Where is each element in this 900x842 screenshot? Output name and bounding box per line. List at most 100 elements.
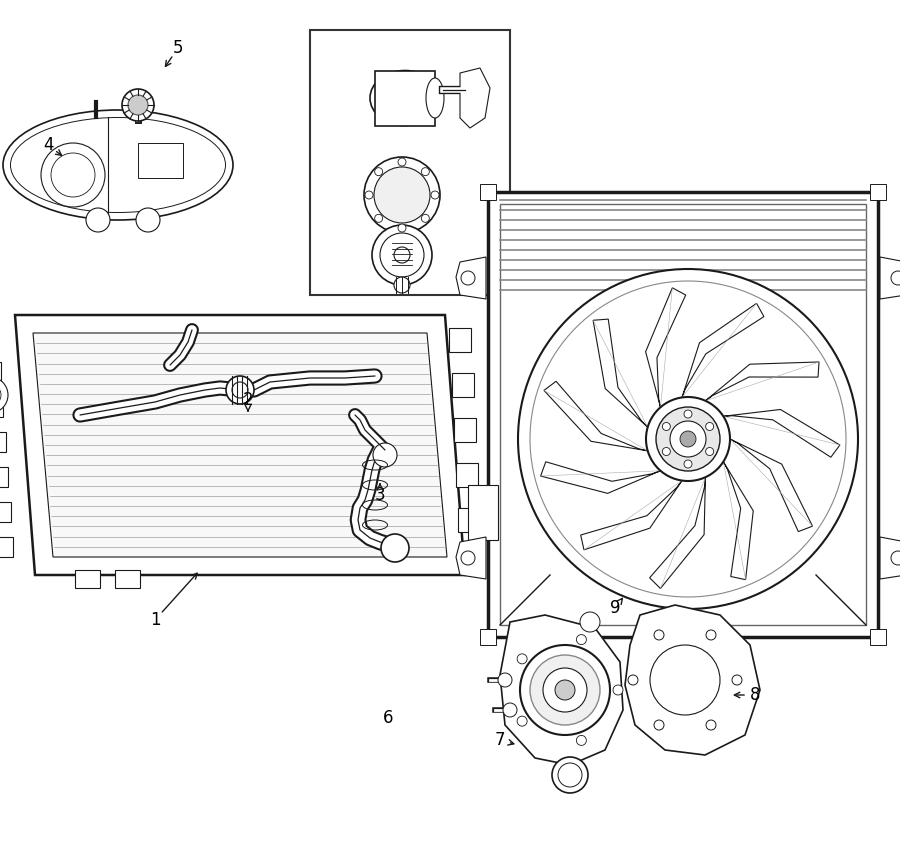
Bar: [0, 432, 5, 452]
Polygon shape: [156, 130, 183, 190]
Circle shape: [662, 423, 670, 430]
Ellipse shape: [370, 71, 440, 125]
Polygon shape: [460, 68, 490, 128]
Circle shape: [654, 720, 664, 730]
Bar: [458, 508, 481, 532]
Circle shape: [374, 168, 382, 176]
Circle shape: [576, 735, 587, 745]
Circle shape: [518, 269, 858, 609]
Circle shape: [128, 95, 148, 115]
Circle shape: [364, 157, 440, 233]
Text: 4: 4: [43, 136, 53, 154]
Bar: [375, 71, 435, 126]
Circle shape: [372, 225, 432, 285]
Circle shape: [684, 410, 692, 418]
Bar: [138, 143, 183, 178]
Circle shape: [891, 271, 900, 285]
Circle shape: [530, 281, 846, 597]
Circle shape: [518, 717, 527, 726]
Polygon shape: [456, 257, 486, 299]
Polygon shape: [730, 439, 813, 531]
Bar: [0, 502, 11, 522]
Circle shape: [558, 763, 582, 787]
Text: 2: 2: [243, 391, 253, 409]
Bar: [468, 485, 498, 540]
Bar: [115, 570, 140, 588]
Polygon shape: [541, 461, 661, 493]
Bar: [454, 418, 476, 442]
Circle shape: [503, 703, 517, 717]
Circle shape: [552, 757, 588, 793]
Polygon shape: [456, 537, 486, 579]
Circle shape: [461, 271, 475, 285]
Circle shape: [373, 443, 397, 467]
Circle shape: [543, 668, 587, 712]
Circle shape: [398, 158, 406, 166]
Text: 8: 8: [750, 686, 760, 704]
Circle shape: [398, 224, 406, 232]
Circle shape: [656, 407, 720, 471]
Circle shape: [518, 654, 527, 663]
Bar: [500, 204, 866, 625]
Bar: [488, 192, 878, 637]
Circle shape: [232, 382, 248, 398]
Polygon shape: [880, 537, 900, 579]
Circle shape: [680, 431, 696, 447]
Circle shape: [431, 191, 439, 199]
Circle shape: [374, 167, 430, 223]
Polygon shape: [53, 130, 80, 190]
Circle shape: [394, 247, 410, 263]
Polygon shape: [682, 303, 764, 397]
Text: 1: 1: [149, 611, 160, 629]
Bar: [456, 463, 478, 487]
Circle shape: [650, 645, 720, 715]
Polygon shape: [645, 288, 686, 408]
Circle shape: [0, 384, 1, 406]
Circle shape: [576, 635, 587, 645]
Polygon shape: [593, 319, 648, 427]
Ellipse shape: [426, 78, 444, 118]
Polygon shape: [580, 481, 682, 550]
Circle shape: [136, 208, 160, 232]
Text: 3: 3: [374, 486, 385, 504]
Circle shape: [706, 447, 714, 456]
Polygon shape: [625, 605, 760, 755]
Circle shape: [421, 215, 429, 222]
Bar: [480, 184, 496, 200]
Circle shape: [670, 421, 706, 457]
Circle shape: [41, 143, 105, 207]
Ellipse shape: [3, 110, 233, 220]
Circle shape: [706, 630, 716, 640]
Circle shape: [394, 277, 410, 293]
Circle shape: [684, 460, 692, 468]
Bar: [0, 537, 14, 557]
Text: 5: 5: [173, 39, 184, 57]
Circle shape: [891, 551, 900, 565]
Polygon shape: [33, 333, 447, 557]
Circle shape: [580, 612, 600, 632]
Polygon shape: [544, 381, 648, 450]
Circle shape: [226, 376, 254, 404]
Polygon shape: [880, 257, 900, 299]
Bar: [870, 184, 886, 200]
Circle shape: [706, 423, 714, 430]
Polygon shape: [15, 315, 465, 575]
Text: 6: 6: [382, 709, 393, 727]
Text: 9: 9: [610, 599, 620, 617]
Circle shape: [530, 655, 600, 725]
Bar: [0, 397, 4, 417]
Circle shape: [628, 675, 638, 685]
Polygon shape: [500, 615, 623, 765]
Circle shape: [380, 233, 424, 277]
Circle shape: [555, 680, 575, 700]
Circle shape: [51, 153, 95, 197]
Circle shape: [732, 675, 742, 685]
Bar: [75, 570, 100, 588]
Circle shape: [374, 215, 382, 222]
Circle shape: [646, 397, 730, 481]
Bar: [0, 467, 8, 487]
Circle shape: [613, 685, 623, 695]
Polygon shape: [724, 461, 753, 579]
Bar: [452, 373, 473, 397]
Circle shape: [86, 208, 110, 232]
